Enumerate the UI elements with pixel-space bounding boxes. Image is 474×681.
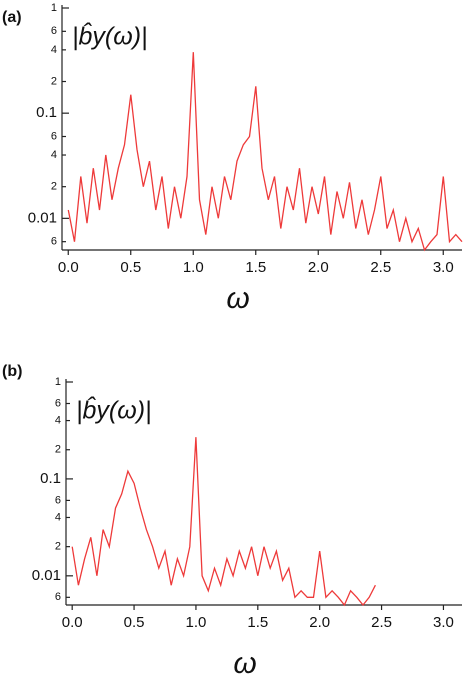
y-tick-label: 0.1	[40, 470, 61, 487]
y-tick-label: 6	[55, 591, 61, 603]
y-tick-label: 4	[51, 149, 57, 161]
x-tick-label: 1.0	[183, 259, 204, 276]
y-tick-label: 6	[51, 130, 57, 142]
y-tick-label: 1	[55, 376, 61, 388]
x-tick-label: 1.5	[245, 259, 266, 276]
y-tick-label: 1	[51, 2, 57, 14]
y-tick-label: 0.1	[36, 104, 57, 121]
y-tick-label: 2	[51, 181, 57, 193]
x-tick-label: 3.0	[433, 259, 454, 276]
x-tick-label: 1.5	[247, 614, 268, 631]
x-tick-label: 2.5	[370, 259, 391, 276]
y-axis-label: |b̂y(ω)|	[72, 21, 148, 50]
x-tick-label: 0.0	[58, 259, 79, 276]
y-tick-label: 0.01	[32, 567, 61, 584]
x-tick-label: 1.0	[186, 614, 207, 631]
y-tick-label: 6	[55, 494, 61, 506]
y-tick-label: 4	[55, 414, 61, 426]
panel-label: (a)	[2, 9, 22, 26]
y-tick-label: 6	[51, 25, 57, 37]
x-tick-label: 3.0	[433, 614, 454, 631]
y-tick-label: 2	[51, 75, 57, 87]
x-tick-label: 0.5	[124, 614, 145, 631]
x-tick-label: 2.0	[308, 259, 329, 276]
y-axis-label: |b̂y(ω)|	[76, 395, 152, 424]
x-axis-label: ω	[233, 647, 256, 680]
y-tick-label: 2	[55, 541, 61, 553]
x-tick-label: 2.5	[371, 614, 392, 631]
x-tick-label: 0.5	[120, 259, 141, 276]
y-tick-label: 6	[51, 236, 57, 248]
x-tick-label: 0.0	[62, 614, 83, 631]
panel-label: (b)	[2, 363, 22, 380]
spectrum-line	[71, 437, 376, 607]
y-tick-label: 6	[55, 397, 61, 409]
y-tick-label: 0.01	[28, 209, 57, 226]
y-tick-label: 4	[55, 511, 61, 523]
x-tick-label: 2.0	[309, 614, 330, 631]
y-tick-label: 2	[55, 444, 61, 456]
spectrum-line	[67, 52, 463, 252]
y-tick-label: 4	[51, 44, 57, 56]
x-axis-label: ω	[226, 282, 249, 315]
